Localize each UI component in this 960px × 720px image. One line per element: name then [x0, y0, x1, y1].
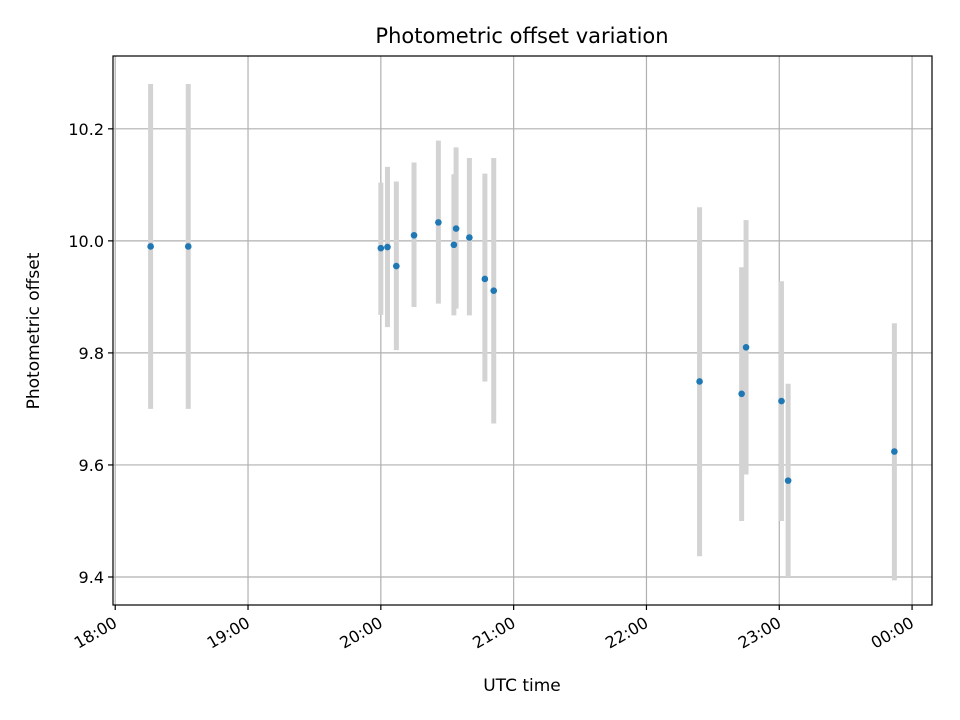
- data-point: [147, 243, 154, 250]
- y-tick-label: 9.6: [79, 456, 104, 475]
- data-point: [466, 234, 473, 241]
- y-tick-label: 10.0: [68, 232, 104, 251]
- data-point: [490, 287, 498, 295]
- data-point: [891, 448, 898, 455]
- data-point: [452, 225, 460, 232]
- data-point: [384, 243, 391, 251]
- y-axis: 9.4 9.6 9.8 10.0 10.2: [68, 120, 113, 587]
- data-point: [184, 243, 192, 250]
- plot-frame: [112, 55, 933, 606]
- y-axis-label: Photometric offset: [24, 252, 44, 409]
- y-tick-label: 9.4: [79, 568, 104, 587]
- data-point: [377, 244, 385, 252]
- data-point: [435, 219, 442, 226]
- x-axis-label: UTC time: [483, 676, 561, 696]
- data-point: [696, 378, 703, 385]
- data-point: [450, 241, 458, 249]
- y-tick-label: 10.2: [68, 120, 104, 139]
- data-point: [393, 262, 400, 270]
- data-point: [410, 231, 418, 239]
- data-points: [147, 219, 898, 484]
- y-tick-label: 9.8: [79, 344, 104, 363]
- data-point: [738, 390, 745, 398]
- chart-title: Photometric offset variation: [375, 24, 668, 48]
- data-point: [784, 477, 792, 484]
- data-point: [481, 275, 489, 283]
- data-point: [742, 344, 750, 351]
- data-point: [778, 397, 785, 405]
